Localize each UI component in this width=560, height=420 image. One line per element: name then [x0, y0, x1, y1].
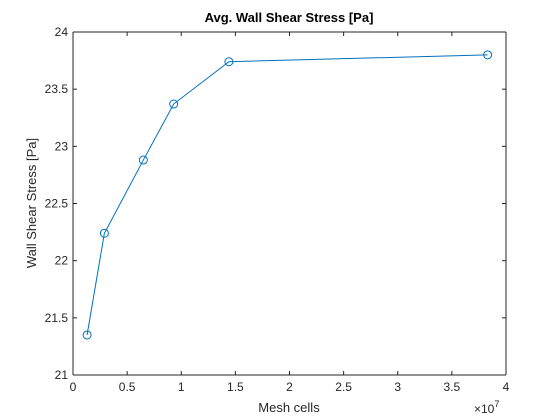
- y-axis-label: Wall Shear Stress [Pa]: [24, 138, 39, 268]
- y-tick-label: 22.5: [45, 197, 69, 211]
- x-tick-label: 3: [394, 380, 401, 394]
- x-tick-label: 1.5: [227, 380, 244, 394]
- y-tick-label: 22: [55, 254, 69, 268]
- x-tick-label: 0.5: [119, 380, 136, 394]
- series-layer: [82, 50, 493, 340]
- data-point-marker: [224, 57, 234, 67]
- x-tick-label: 2: [286, 380, 293, 394]
- y-axis: 21 21.5 22 22.5 23 23.5 24: [45, 25, 506, 382]
- chart-title: Avg. Wall Shear Stress [Pa]: [205, 10, 374, 25]
- x-tick-label: 0: [70, 380, 77, 394]
- y-tick-label: 24: [55, 25, 69, 39]
- x-axis-label: Mesh cells: [258, 400, 320, 415]
- data-point-marker: [483, 50, 493, 60]
- x-tick-label: 1: [178, 380, 185, 394]
- data-point-marker: [138, 155, 148, 165]
- y-tick-label: 21.5: [45, 311, 69, 325]
- x-tick-label: 2.5: [335, 380, 352, 394]
- y-tick-label: 23: [55, 139, 69, 153]
- y-tick-label: 21: [55, 368, 69, 382]
- series-line: [86, 54, 488, 336]
- x-tick-label: 4: [503, 380, 510, 394]
- plot-area: [73, 32, 506, 375]
- x-axis: 0 0.5 1 1.5 2 2.5 3 3.5 4: [70, 32, 510, 394]
- y-tick-label: 23.5: [45, 82, 69, 96]
- x-axis-exponent-base: ×10: [474, 402, 495, 416]
- x-axis-exponent-power: 7: [494, 399, 499, 409]
- x-tick-label: 3.5: [444, 380, 461, 394]
- x-axis-exponent: ×107: [474, 399, 499, 416]
- data-point-marker: [99, 228, 109, 238]
- data-point-marker: [82, 330, 92, 340]
- data-point-marker: [169, 99, 179, 109]
